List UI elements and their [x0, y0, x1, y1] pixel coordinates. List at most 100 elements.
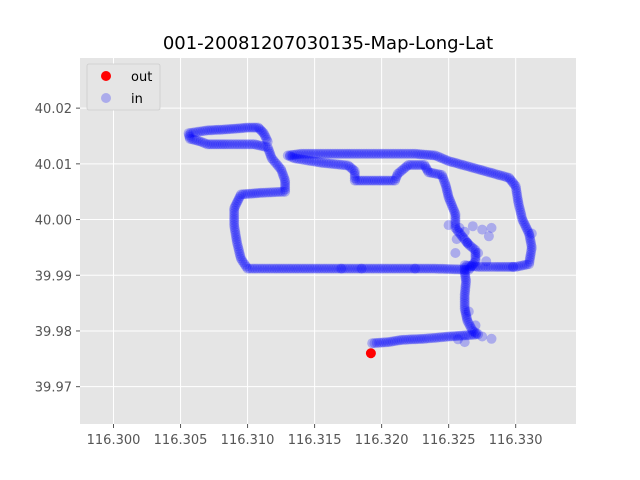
in-point: [470, 163, 481, 174]
in-point: [441, 331, 452, 342]
in-point: [459, 294, 470, 305]
in-point: [191, 135, 202, 146]
in-point: [323, 148, 333, 159]
in-point: [274, 263, 285, 274]
in-point: [526, 228, 537, 239]
in-point: [466, 329, 477, 340]
in-point: [415, 334, 425, 344]
in-point: [321, 263, 332, 274]
in-point: [254, 263, 265, 274]
in-point: [406, 263, 417, 274]
in-point: [394, 263, 405, 274]
in-point: [277, 168, 288, 179]
in-point: [506, 261, 517, 272]
in-point: [231, 199, 242, 210]
in-point: [447, 264, 457, 275]
in-point: [342, 148, 353, 159]
in-point: [499, 171, 510, 182]
in-point: [497, 170, 508, 181]
in-point: [282, 150, 293, 161]
in-point: [448, 157, 459, 168]
in-point: [280, 175, 291, 186]
in-point: [369, 338, 380, 349]
in-point: [410, 160, 421, 170]
in-point: [414, 149, 425, 160]
in-point: [413, 263, 424, 274]
in-point: [290, 263, 301, 274]
in-point: [412, 160, 423, 170]
in-point: [445, 331, 456, 342]
in-point: [254, 124, 265, 134]
in-point: [340, 160, 351, 171]
in-point: [276, 164, 287, 175]
in-point: [259, 263, 270, 274]
in-point: [307, 263, 318, 274]
in-point: [354, 263, 365, 274]
in-point: [395, 148, 406, 159]
in-point: [390, 173, 401, 184]
in-point: [352, 175, 362, 186]
in-point: [401, 263, 412, 274]
in-point: [421, 163, 432, 174]
in-point: [366, 263, 377, 274]
in-point: [251, 139, 262, 150]
in-point: [280, 184, 291, 195]
in-point: [463, 317, 474, 328]
in-point: [459, 337, 470, 348]
in-point: [372, 175, 383, 186]
in-point: [472, 164, 483, 175]
in-point: [323, 263, 334, 274]
in-point: [470, 261, 481, 272]
in-point: [215, 124, 226, 135]
in-point: [492, 169, 503, 180]
in-point: [450, 215, 461, 226]
in-point: [269, 263, 280, 274]
in-point: [274, 162, 285, 173]
in-point: [218, 139, 228, 150]
in-point: [277, 186, 288, 197]
in-point: [466, 324, 477, 334]
in-point: [378, 337, 389, 348]
in-point: [495, 170, 505, 181]
in-point: [229, 203, 240, 214]
in-point: [479, 166, 490, 176]
y-tick-label: 40.02: [35, 102, 72, 117]
in-point: [464, 260, 475, 271]
in-point: [402, 148, 413, 159]
in-point: [333, 159, 344, 170]
in-point: [397, 263, 408, 274]
in-point: [460, 269, 471, 280]
in-point: [271, 158, 282, 169]
in-point: [348, 164, 359, 175]
x-tick-label: 116.305: [154, 433, 208, 448]
in-point: [349, 148, 360, 159]
in-point: [314, 263, 325, 274]
in-point: [242, 188, 253, 199]
in-point: [460, 285, 471, 296]
in-point: [511, 183, 522, 194]
in-point: [505, 174, 516, 185]
in-point: [279, 173, 290, 184]
in-point: [287, 149, 298, 160]
in-point: [335, 159, 346, 170]
in-point: [361, 148, 372, 159]
in-point: [378, 148, 389, 159]
in-point: [233, 193, 244, 204]
in-point: [385, 336, 396, 347]
in-point: [517, 214, 528, 225]
in-point: [467, 221, 478, 232]
in-point: [305, 148, 316, 159]
in-point: [460, 278, 471, 289]
in-point: [227, 139, 238, 150]
in-point: [459, 264, 469, 275]
in-point: [438, 332, 449, 342]
in-point: [390, 336, 400, 346]
in-point: [328, 263, 339, 274]
in-point: [233, 195, 243, 206]
in-point: [396, 334, 407, 345]
in-point: [466, 162, 476, 173]
in-point: [422, 165, 433, 176]
in-point: [330, 159, 341, 170]
in-point: [265, 151, 276, 161]
in-point: [246, 139, 257, 150]
